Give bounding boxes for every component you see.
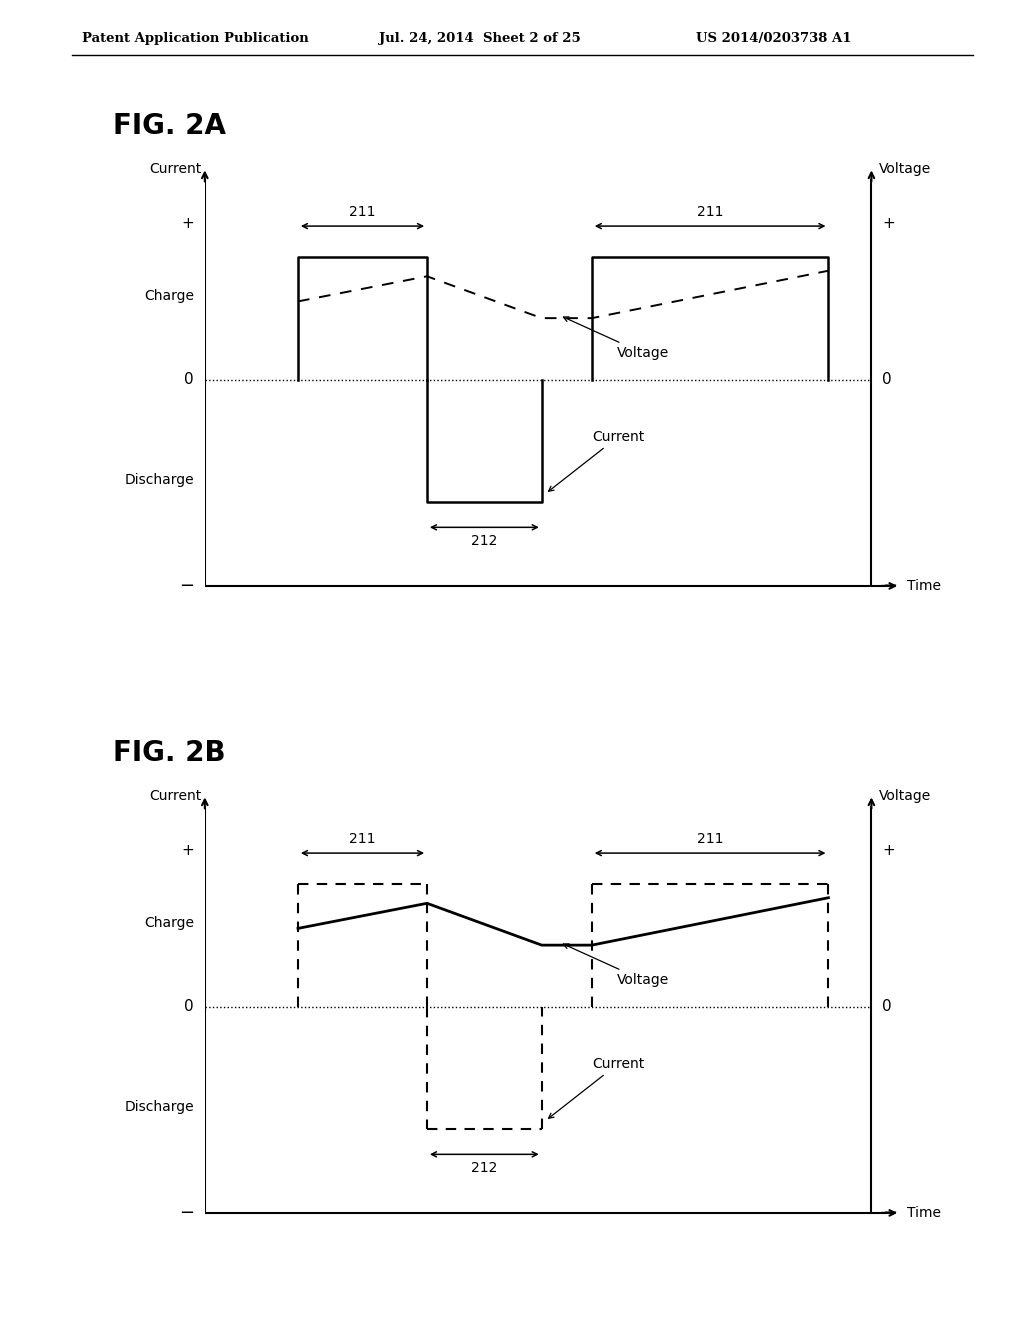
Text: 212: 212 bbox=[471, 1162, 498, 1175]
Text: Time: Time bbox=[907, 579, 941, 593]
Text: +: + bbox=[882, 215, 895, 231]
Text: +: + bbox=[882, 842, 895, 858]
Text: +: + bbox=[181, 215, 195, 231]
Text: Charge: Charge bbox=[144, 289, 195, 302]
Text: FIG. 2A: FIG. 2A bbox=[113, 112, 225, 140]
Text: Current: Current bbox=[148, 789, 201, 803]
Text: 211: 211 bbox=[349, 833, 376, 846]
Text: −: − bbox=[882, 1204, 897, 1222]
Text: Patent Application Publication: Patent Application Publication bbox=[82, 32, 308, 45]
Text: Current: Current bbox=[549, 430, 644, 491]
Text: 211: 211 bbox=[697, 206, 723, 219]
Text: Discharge: Discharge bbox=[125, 1100, 195, 1114]
Text: Voltage: Voltage bbox=[879, 162, 931, 176]
Text: 0: 0 bbox=[882, 999, 892, 1014]
Text: Voltage: Voltage bbox=[879, 789, 931, 803]
Text: Discharge: Discharge bbox=[125, 473, 195, 487]
Text: Jul. 24, 2014  Sheet 2 of 25: Jul. 24, 2014 Sheet 2 of 25 bbox=[379, 32, 581, 45]
Text: −: − bbox=[179, 1204, 195, 1222]
Text: 0: 0 bbox=[882, 372, 892, 387]
Text: 211: 211 bbox=[697, 833, 723, 846]
Text: 0: 0 bbox=[184, 999, 195, 1014]
Text: 212: 212 bbox=[471, 535, 498, 548]
Text: 0: 0 bbox=[184, 372, 195, 387]
Text: Voltage: Voltage bbox=[563, 944, 670, 987]
Text: −: − bbox=[179, 577, 195, 595]
Text: +: + bbox=[181, 842, 195, 858]
Text: Current: Current bbox=[549, 1057, 644, 1118]
Text: Charge: Charge bbox=[144, 916, 195, 929]
Text: −: − bbox=[882, 577, 897, 595]
Text: Time: Time bbox=[907, 1206, 941, 1220]
Text: FIG. 2B: FIG. 2B bbox=[113, 739, 225, 767]
Text: 211: 211 bbox=[349, 206, 376, 219]
Text: US 2014/0203738 A1: US 2014/0203738 A1 bbox=[696, 32, 852, 45]
Text: Voltage: Voltage bbox=[563, 317, 670, 360]
Text: Current: Current bbox=[148, 162, 201, 176]
